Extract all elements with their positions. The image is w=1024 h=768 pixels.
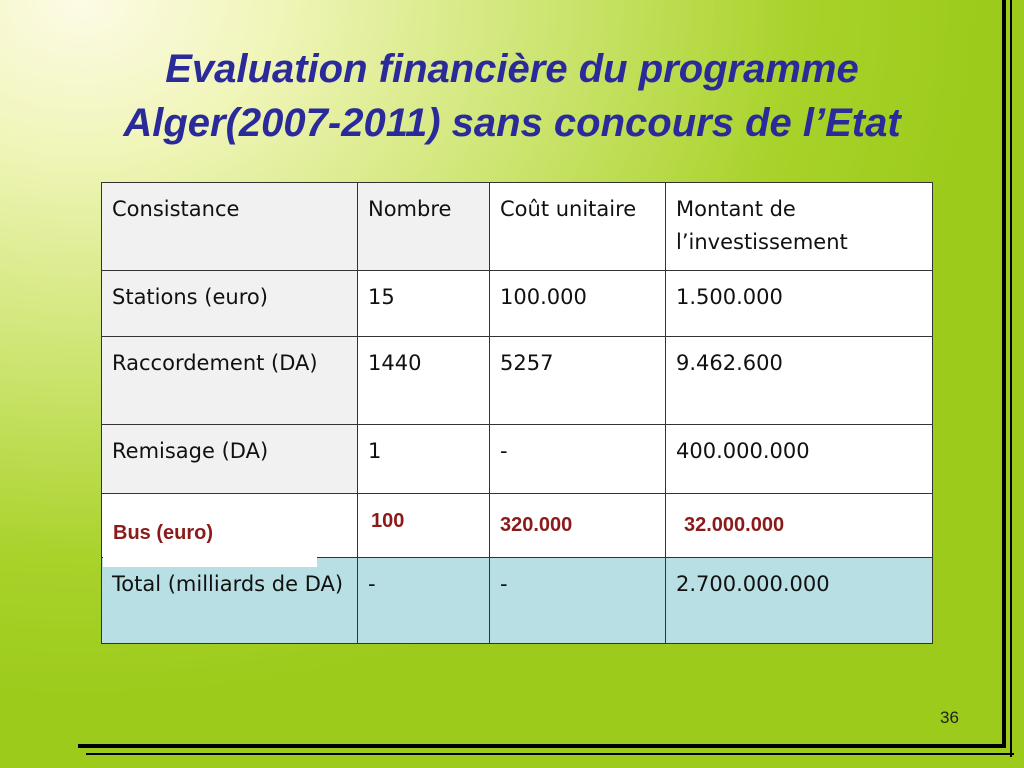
cell-montant: 400.000.000 <box>665 424 933 494</box>
cell-montant: 9.462.600 <box>665 336 933 425</box>
table-row: Stations (euro) 15 100.000 1.500.000 <box>101 270 933 337</box>
title-line-2: Alger(2007-2011) sans concours de l’Etat <box>123 101 901 145</box>
cell-nombre: 1 <box>357 424 490 494</box>
table-row: Raccordement (DA) 1440 5257 9.462.600 <box>101 336 933 425</box>
bus-montant: 32.000.000 <box>684 514 785 536</box>
cell-empty <box>665 493 933 558</box>
header-consistance: Consistance <box>101 182 358 271</box>
bus-label: Bus (euro) <box>113 522 213 544</box>
cell-empty <box>489 493 666 558</box>
cell-montant: 1.500.000 <box>665 270 933 337</box>
slide-frame-right <box>1002 0 1012 757</box>
cell-nombre: 15 <box>357 270 490 337</box>
cell-consistance: Remisage (DA) <box>101 424 358 494</box>
cell-nombre: - <box>357 557 490 644</box>
bus-nombre: 100 <box>371 510 405 532</box>
cell-consistance: Raccordement (DA) <box>101 336 358 425</box>
cell-consistance: Total (milliards de DA) <box>101 557 358 644</box>
investment-table: Consistance Nombre Coût unitaire Montant… <box>101 182 933 644</box>
cell-consistance: Stations (euro) <box>101 270 358 337</box>
table-row: Remisage (DA) 1 - 400.000.000 <box>101 424 933 494</box>
slide-frame-bottom <box>78 744 1014 755</box>
table-header-row: Consistance Nombre Coût unitaire Montant… <box>101 182 933 271</box>
slide-number: 36 <box>940 708 959 727</box>
bus-cout-unitaire: 320.000 <box>500 514 573 536</box>
cell-cout-unitaire: 100.000 <box>489 270 666 337</box>
cell-cout-unitaire: - <box>489 424 666 494</box>
cell-nombre: 1440 <box>357 336 490 425</box>
cell-cout-unitaire: 5257 <box>489 336 666 425</box>
bus-label-box: Bus (euro) <box>103 497 317 567</box>
slide-title: Evaluation financière du programme Alger… <box>0 42 1024 150</box>
header-montant: Montant de l’investissement <box>665 182 933 271</box>
cell-montant: 2.700.000.000 <box>665 557 933 644</box>
table-row-total: Total (milliards de DA) - - 2.700.000.00… <box>101 557 933 644</box>
title-line-1: Evaluation financière du programme <box>165 47 859 91</box>
header-nombre: Nombre <box>357 182 490 271</box>
header-cout-unitaire: Coût unitaire <box>489 182 666 271</box>
cell-cout-unitaire: - <box>489 557 666 644</box>
